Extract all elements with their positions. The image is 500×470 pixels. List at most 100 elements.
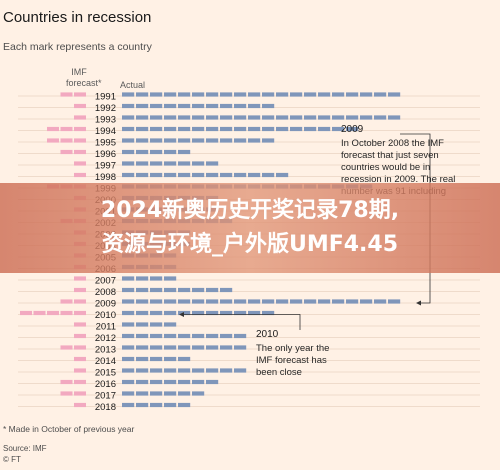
actual-mark [164,103,177,109]
actual-mark [248,310,261,316]
actual-mark [164,138,177,143]
actual-mark [290,115,303,120]
actual-mark [178,402,191,408]
actual-mark [234,126,247,132]
imf-forecast-mark [33,310,46,316]
actual-mark [164,172,177,178]
actual-mark [150,149,163,155]
imf-forecast-mark [74,287,86,293]
actual-mark [248,115,261,120]
year-label: 2013 [95,345,116,356]
imf-forecast-mark [74,149,86,155]
row-stripe [18,337,480,338]
actual-mark [150,299,163,304]
imf-forecast-mark [60,149,73,155]
actual-mark [318,126,331,132]
actual-mark [220,310,233,316]
year-label: 2018 [95,402,116,413]
actual-mark [150,138,163,143]
actual-mark [178,287,191,293]
actual-mark [136,92,149,97]
actual-mark [150,391,163,396]
actual-mark [136,172,149,178]
actual-mark [178,356,191,362]
actual-mark [262,126,275,132]
actual-mark [164,299,177,304]
actual-mark [150,356,163,362]
actual-mark [136,356,149,362]
actual-mark [318,299,331,304]
actual-mark [262,92,275,97]
annotation-2010-year: 2010 [256,329,279,340]
source-line: Source: IMF [3,444,47,453]
imf-forecast-mark [60,345,73,350]
year-label: 2012 [95,333,116,344]
annotation-2010-arrowhead [179,312,184,317]
actual-mark [136,126,149,132]
actual-mark [206,379,219,385]
actual-mark [276,126,289,132]
imf-forecast-mark [74,138,86,143]
actual-mark [220,299,233,304]
actual-mark [276,115,289,120]
imf-forecast-mark [20,310,32,316]
actual-mark [192,138,205,143]
actual-mark [136,310,149,316]
actual-mark [262,103,275,109]
actual-mark [178,149,191,155]
actual-mark [276,172,289,178]
actual-mark [122,115,135,120]
actual-mark [220,345,233,350]
actual-mark [178,172,191,178]
actual-mark [220,368,233,373]
actual-mark [136,379,149,385]
actual-mark [136,368,149,373]
actual-mark [206,310,219,316]
actual-mark [234,310,247,316]
actual-mark [220,92,233,97]
source: Source: IMF © FT [3,443,47,465]
actual-mark [122,299,135,304]
actual-mark [248,138,261,143]
imf-forecast-mark [60,391,73,396]
actual-mark [164,287,177,293]
year-label: 1993 [95,115,116,126]
actual-mark [220,287,233,293]
actual-mark [248,172,261,178]
actual-mark [192,103,205,109]
actual-mark [206,172,219,178]
actual-mark [318,115,331,120]
year-label: 1997 [95,161,116,172]
actual-mark [374,299,387,304]
actual-mark [290,92,303,97]
actual-mark [206,126,219,132]
year-label: 2016 [95,379,116,390]
actual-mark [220,172,233,178]
actual-mark [178,345,191,350]
actual-mark [150,92,163,97]
actual-mark [164,356,177,362]
actual-mark [150,310,163,316]
actual-mark [206,287,219,293]
actual-mark [220,115,233,120]
actual-mark [192,310,205,316]
actual-mark [234,103,247,109]
imf-forecast-mark [74,276,86,281]
year-label: 2007 [95,276,116,287]
actual-mark [122,322,135,327]
actual-mark [122,310,135,316]
actual-mark [192,115,205,120]
actual-mark [206,333,219,339]
row-stripe [18,406,480,407]
watermark-banner: 2024新奥历史开奖记录78期, 资源与环境_户外版UMF4.45 [0,183,500,273]
row-stripe [18,164,480,166]
actual-mark [136,402,149,408]
row-stripe [18,279,480,281]
footnote: * Made in October of previous year [3,424,135,434]
chart-subtitle: Each mark represents a country [3,41,152,53]
actual-mark [346,115,359,120]
actual-mark [150,402,163,408]
actual-mark [122,103,135,109]
year-label: 2008 [95,287,116,298]
imf-forecast-mark [74,333,86,339]
